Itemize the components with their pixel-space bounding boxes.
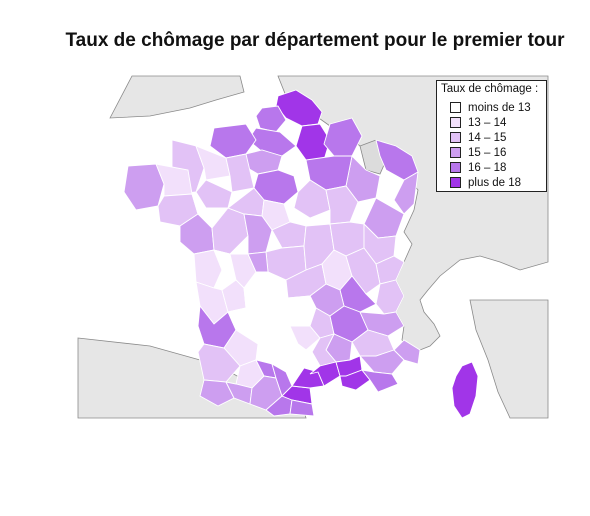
dept-aude[interactable] [281, 385, 313, 405]
legend-item: 14 – 15 [450, 131, 506, 144]
legend-item: 13 – 14 [450, 116, 506, 129]
land-italy [469, 299, 549, 419]
legend-swatch [450, 162, 461, 173]
dept-orne[interactable] [195, 179, 233, 209]
map-title: Taux de chômage par département pour le … [65, 30, 565, 51]
dept-calvados[interactable] [195, 145, 231, 181]
land-uk [109, 75, 245, 119]
legend-swatch [450, 117, 461, 128]
dept-maine-loire[interactable] [211, 207, 249, 255]
dept-finistere[interactable] [123, 163, 165, 211]
legend-item: moins de 13 [450, 101, 531, 114]
dept-pyrenees-orientales[interactable] [289, 399, 315, 417]
legend-label: 16 – 18 [468, 161, 507, 174]
dept-eure[interactable] [225, 153, 255, 193]
legend-label: moins de 13 [468, 101, 531, 114]
legend-swatch [450, 102, 461, 113]
legend: Taux de chômage : moins de 13 13 – 14 14… [436, 80, 547, 192]
dept-haute-loire[interactable] [289, 325, 321, 351]
dept-corse[interactable] [451, 361, 479, 419]
dept-vienne[interactable] [229, 253, 257, 289]
legend-swatch [450, 177, 461, 188]
france [123, 89, 479, 419]
dept-alpes-maritimes[interactable] [393, 339, 421, 365]
legend-label: 15 – 16 [468, 146, 507, 159]
dept-pyrenees-atlantiques[interactable] [199, 379, 235, 407]
legend-swatch [450, 132, 461, 143]
legend-item: 15 – 16 [450, 146, 506, 159]
legend-label: plus de 18 [468, 176, 522, 189]
dept-var[interactable] [360, 369, 399, 393]
dept-bas-rhin[interactable] [393, 171, 419, 215]
legend-item: 16 – 18 [450, 161, 506, 174]
legend-label: 13 – 14 [468, 116, 507, 129]
legend-label: 14 – 15 [468, 131, 507, 144]
legend-item: plus de 18 [450, 176, 521, 189]
legend-title: Taux de chômage : [441, 83, 539, 95]
legend-swatch [450, 147, 461, 158]
